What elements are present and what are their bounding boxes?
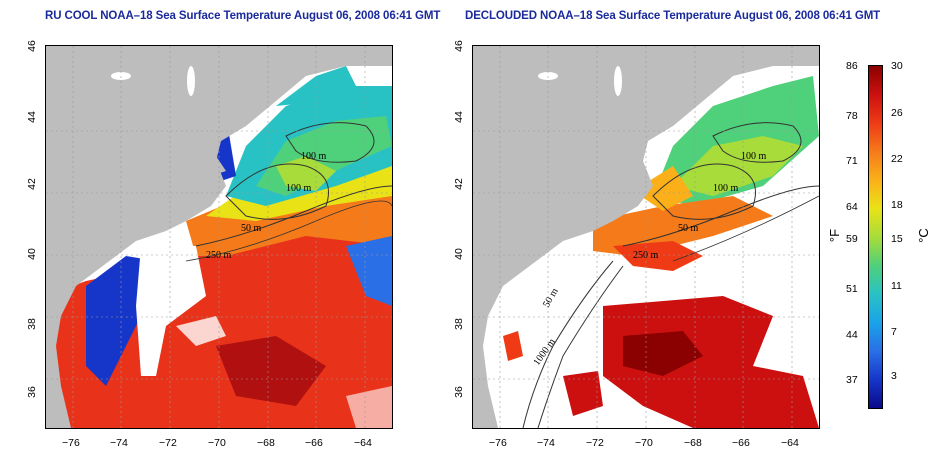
right-map-title: DECLOUDED NOAA–18 Sea Surface Temperatur… xyxy=(465,10,881,22)
contour-label: 50 m xyxy=(678,223,699,234)
x-tick-right: −66 xyxy=(732,437,750,449)
colorbar-f-tick: 37 xyxy=(846,374,858,386)
bathymetry-contour xyxy=(522,260,614,428)
x-tick-left: −72 xyxy=(159,437,177,449)
y-tick-left: 38 xyxy=(26,318,38,330)
x-tick-right: −64 xyxy=(781,437,799,449)
sst-red-patch xyxy=(563,371,603,416)
sst-darkred-patch xyxy=(216,336,326,406)
colorbar-f-tick: 71 xyxy=(846,155,858,167)
lake xyxy=(614,66,622,96)
colorbar-f-tick: 59 xyxy=(846,233,858,245)
x-tick-left: −64 xyxy=(354,437,372,449)
contour-label: 100 m xyxy=(286,183,312,194)
contour-label: 100 m xyxy=(301,151,327,162)
sst-orange-shelf xyxy=(593,196,773,256)
contour-label: 100 m xyxy=(741,151,767,162)
contour-label: 250 m xyxy=(206,250,232,261)
sst-darkred-patch xyxy=(623,331,703,376)
left-sst-map: 100 m 100 m 50 m 250 m xyxy=(45,45,393,429)
left-map-graphic: 100 m 100 m 50 m 250 m xyxy=(46,46,392,428)
bathymetry-contour xyxy=(537,265,624,428)
x-tick-right: −74 xyxy=(537,437,555,449)
y-tick-right: 46 xyxy=(453,40,465,52)
sst-red-shelf xyxy=(613,241,703,271)
x-tick-left: −76 xyxy=(62,437,80,449)
colorbar-f-tick: 86 xyxy=(846,60,858,72)
colorbar-c-tick: 18 xyxy=(891,199,903,211)
right-sst-map: 100 m 100 m 50 m 250 m 50 m 1000 m xyxy=(472,45,820,429)
lake xyxy=(187,66,195,96)
y-tick-left: 42 xyxy=(26,178,38,190)
colorbar-c-tick: 3 xyxy=(891,370,897,382)
x-tick-right: −76 xyxy=(489,437,507,449)
land-capecod xyxy=(196,156,226,176)
colorbar-c-tick: 7 xyxy=(891,326,897,338)
y-tick-left: 46 xyxy=(26,40,38,52)
y-tick-left: 44 xyxy=(26,111,38,123)
x-tick-right: −72 xyxy=(586,437,604,449)
x-tick-left: −74 xyxy=(110,437,128,449)
colorbar-c-tick: 11 xyxy=(891,280,902,292)
contour-label: 250 m xyxy=(633,250,659,261)
colorbar-c-tick: 15 xyxy=(891,233,903,245)
bathymetry-contour xyxy=(225,163,329,220)
x-tick-left: −68 xyxy=(257,437,275,449)
bathymetry-contour xyxy=(712,122,802,163)
y-tick-left: 40 xyxy=(26,248,38,260)
y-tick-right: 44 xyxy=(453,111,465,123)
sst-yellow-shelf xyxy=(633,166,693,211)
colorbar-f-tick: 44 xyxy=(846,329,858,341)
sst-red-patch xyxy=(503,331,523,361)
land-mass xyxy=(46,46,392,428)
unit-fahrenheit: °F xyxy=(827,228,843,243)
cloud-patch xyxy=(176,316,226,346)
y-tick-right: 36 xyxy=(453,386,465,398)
bathymetry-contour xyxy=(622,185,819,247)
cloud-patch xyxy=(346,386,392,428)
colorbar-f-tick: 78 xyxy=(846,110,858,122)
unit-celsius: °C xyxy=(915,228,931,243)
colorbar-c-tick: 30 xyxy=(891,60,903,72)
y-tick-right: 42 xyxy=(453,178,465,190)
colorbar-f-tick: 51 xyxy=(846,283,858,295)
y-tick-left: 36 xyxy=(26,386,38,398)
sst-red-patch xyxy=(603,296,819,428)
sst-gom-yellow xyxy=(673,136,803,196)
bathymetry-contour xyxy=(652,163,756,220)
temperature-colorbar xyxy=(868,65,883,409)
left-map-title: RU COOL NOAA–18 Sea Surface Temperature … xyxy=(45,10,441,22)
y-tick-right: 40 xyxy=(453,248,465,260)
contour-label: 100 m xyxy=(713,183,739,194)
x-tick-left: −70 xyxy=(208,437,226,449)
x-tick-right: −68 xyxy=(684,437,702,449)
colorbar-c-tick: 26 xyxy=(891,107,903,119)
x-tick-left: −66 xyxy=(305,437,323,449)
contour-label: 50 m xyxy=(241,223,262,234)
cloud-patch xyxy=(136,246,206,376)
x-tick-right: −70 xyxy=(635,437,653,449)
land-mass xyxy=(473,46,819,428)
bathymetry-contour xyxy=(285,122,375,163)
y-tick-right: 38 xyxy=(453,318,465,330)
colorbar-f-tick: 64 xyxy=(846,201,858,213)
right-map-graphic: 100 m 100 m 50 m 250 m 50 m 1000 m xyxy=(473,46,819,428)
colorbar-c-tick: 22 xyxy=(891,153,903,165)
bathymetry-contour xyxy=(195,185,392,247)
sst-blue-east xyxy=(346,236,392,306)
sst-shelf-green xyxy=(276,156,336,191)
